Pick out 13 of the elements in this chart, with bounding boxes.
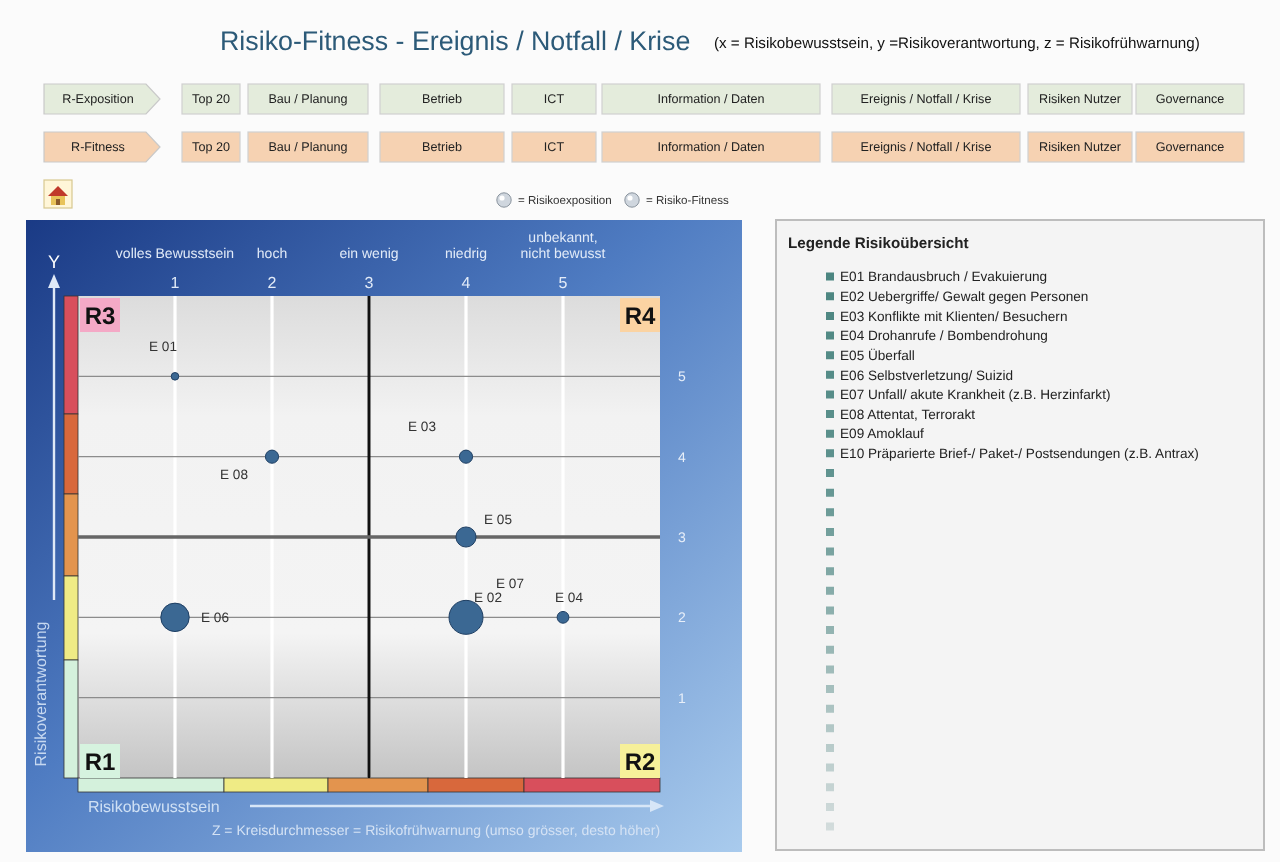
x-axis-title: Risikobewusstsein: [88, 798, 220, 816]
text: Y: [47, 252, 61, 273]
x-tick-label: 2: [267, 273, 278, 292]
annotation: R1: [84, 747, 116, 776]
x-tick-label: 5: [558, 273, 569, 292]
annotation: R4: [624, 301, 656, 330]
y-axis-title: Risikoverantwortung: [32, 621, 50, 767]
x-tick-label: 4: [461, 273, 472, 292]
text: Risiko-Fitness - Ereignis / Notfall / Krise: [220, 26, 691, 56]
x-tick-label: 3: [364, 273, 375, 292]
x-tick-label: 1: [170, 273, 181, 292]
annotation: R3: [84, 301, 116, 330]
annotation: R2: [624, 747, 656, 776]
